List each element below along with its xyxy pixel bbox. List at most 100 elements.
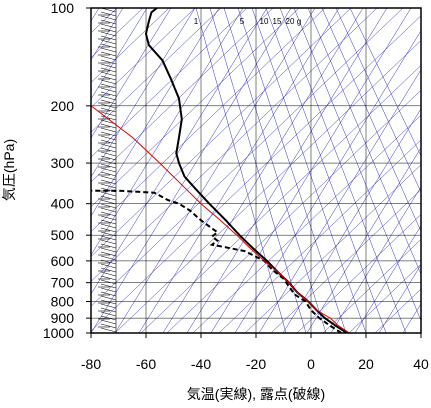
wind-barb xyxy=(100,111,117,117)
wind-barb xyxy=(100,47,117,53)
isotherm-line xyxy=(330,186,421,333)
wind-barb xyxy=(100,279,117,285)
wind-barb xyxy=(100,191,117,197)
wind-barb xyxy=(100,203,117,209)
isotherm-line xyxy=(234,30,421,333)
mixing-ratio-line xyxy=(279,8,407,333)
x-axis-label: 気温(実線), 露点(破線) xyxy=(187,386,325,402)
wind-barb xyxy=(100,83,117,89)
wind-barb xyxy=(100,263,117,269)
wind-barb xyxy=(100,63,117,69)
wind-barb xyxy=(100,183,117,189)
y-tick-label: 100 xyxy=(51,0,75,16)
wind-barb xyxy=(100,243,117,249)
wind-barb xyxy=(100,195,117,201)
wind-barb xyxy=(100,59,117,65)
wind-barb xyxy=(100,247,117,253)
grid-line-group xyxy=(91,8,421,333)
isotherm-line xyxy=(162,8,364,333)
adiabat-line xyxy=(244,164,421,333)
x-tick-label: 20 xyxy=(358,356,374,372)
isotherm-line xyxy=(91,8,196,178)
wind-barb xyxy=(100,271,117,277)
parcel-line xyxy=(91,105,350,333)
wind-barb xyxy=(100,147,117,153)
wind-barb xyxy=(100,103,117,109)
y-tick-label: 200 xyxy=(51,98,75,114)
wind-barb xyxy=(100,123,117,129)
wind-barb xyxy=(100,171,117,177)
isotherm-line xyxy=(378,264,421,333)
y-tick-label: 1000 xyxy=(43,325,74,341)
wind-barb xyxy=(100,167,117,173)
x-tick-label: 0 xyxy=(307,356,315,372)
wind-barb xyxy=(100,131,117,137)
wind-barb xyxy=(100,231,117,237)
wind-barb xyxy=(100,283,117,289)
mixing-ratio-label: 10 xyxy=(260,17,269,26)
adiabat-line xyxy=(166,89,421,333)
wind-barb xyxy=(100,299,117,305)
wind-barb xyxy=(100,155,117,161)
isotherm-line xyxy=(258,69,421,333)
wind-barb xyxy=(100,235,117,241)
adiabat-line xyxy=(296,214,421,333)
adiabat-line xyxy=(270,189,421,333)
x-tick-label: -20 xyxy=(246,356,266,372)
wind-barb xyxy=(100,255,117,261)
wind-barb xyxy=(100,143,117,149)
wind-barb xyxy=(100,227,117,233)
adiabat-line xyxy=(114,40,421,333)
wind-barb xyxy=(100,319,117,325)
x-tick-label: 40 xyxy=(413,356,429,372)
wind-barb xyxy=(100,239,117,245)
wind-barb xyxy=(100,55,117,61)
wind-barb xyxy=(100,223,117,229)
wind-barb xyxy=(100,35,117,41)
adiabat-line xyxy=(348,263,421,333)
series-group xyxy=(91,8,350,333)
wind-barb xyxy=(100,27,117,33)
wind-barb xyxy=(100,19,117,25)
mixing-ratio-line xyxy=(321,8,421,233)
wind-barb xyxy=(100,211,117,217)
adiabat-line xyxy=(91,8,378,282)
wind-barb xyxy=(100,115,117,121)
wind-barb xyxy=(100,71,117,77)
wind-barb xyxy=(100,275,117,281)
adiabat-line xyxy=(91,8,404,307)
y-tick-label: 900 xyxy=(51,310,75,326)
adiabat-line xyxy=(192,114,421,333)
isotherm-line xyxy=(114,8,316,333)
isotherm-line xyxy=(354,225,421,333)
mixing-ratio-label-group: 1 5 10 15 20 g xyxy=(194,17,301,26)
mixing-ratio-line xyxy=(251,8,367,333)
mixing-ratio-label: 15 xyxy=(273,17,282,26)
mixing-ratio-line xyxy=(223,8,327,333)
adiabat-line xyxy=(91,8,170,83)
wind-barb xyxy=(100,323,117,329)
wind-barb xyxy=(100,107,117,113)
x-tick-label: -60 xyxy=(136,356,156,372)
wind-barb xyxy=(100,215,117,221)
adiabat-line xyxy=(91,8,196,108)
adiabat-line xyxy=(91,8,326,233)
wind-barb xyxy=(100,87,117,93)
wind-barb xyxy=(100,23,117,29)
wind-barb xyxy=(100,79,117,85)
wind-barb xyxy=(100,67,117,73)
wind-barb xyxy=(100,159,117,165)
adiabat-line xyxy=(91,8,274,183)
mixing-ratio-label: 5 xyxy=(240,17,245,26)
mixing-ratio-line xyxy=(195,8,287,333)
mixing-ratio-line xyxy=(293,8,421,322)
wind-barb xyxy=(100,43,117,49)
wind-barb xyxy=(100,139,117,145)
wind-barb xyxy=(100,39,117,45)
y-tick-label: 500 xyxy=(51,227,75,243)
isotherm-line xyxy=(91,8,220,217)
wind-barb xyxy=(100,31,117,37)
